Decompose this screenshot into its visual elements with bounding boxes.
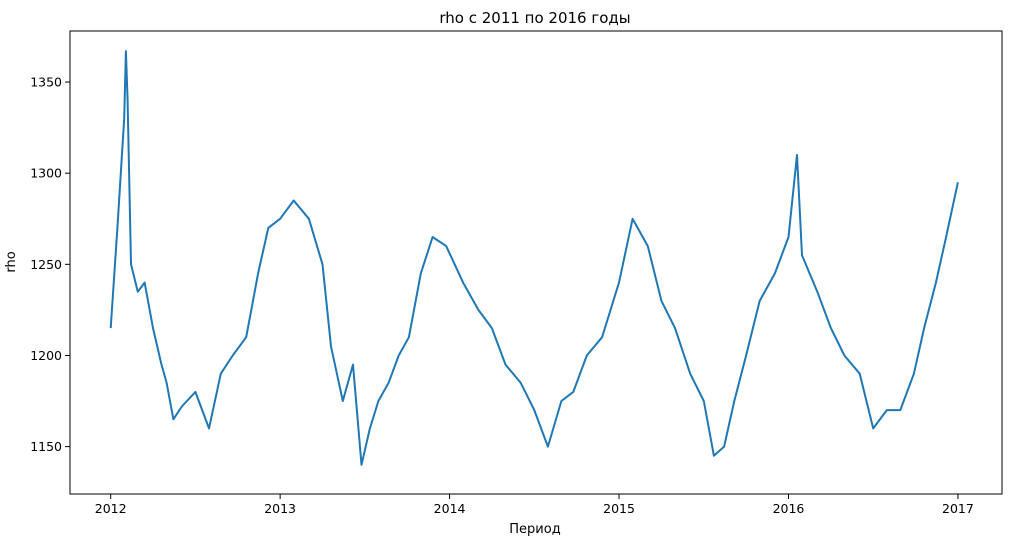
x-tick-label: 2016	[773, 501, 805, 516]
x-axis: 2012 2013 2014 2015 2016 2017	[95, 494, 974, 516]
y-axis: 1150 1200 1250 1300 1350	[30, 75, 70, 454]
series-line	[109, 50, 959, 466]
y-tick-label: 1150	[30, 439, 62, 454]
y-tick-label: 1300	[30, 166, 62, 181]
y-tick-label: 1250	[30, 257, 62, 272]
x-axis-label: Период	[509, 522, 560, 537]
x-tick-label: 2015	[603, 501, 635, 516]
plot-area-frame	[69, 30, 1003, 495]
x-tick-label: 2013	[264, 501, 296, 516]
x-tick-label: 2012	[95, 501, 127, 516]
chart-title: rho с 2011 по 2016 годы	[439, 9, 630, 27]
x-tick-label: 2017	[942, 501, 974, 516]
x-tick-label: 2014	[434, 501, 466, 516]
y-tick-label: 1200	[30, 348, 62, 363]
y-axis-label: rho	[4, 251, 19, 272]
y-tick-label: 1350	[30, 75, 62, 90]
